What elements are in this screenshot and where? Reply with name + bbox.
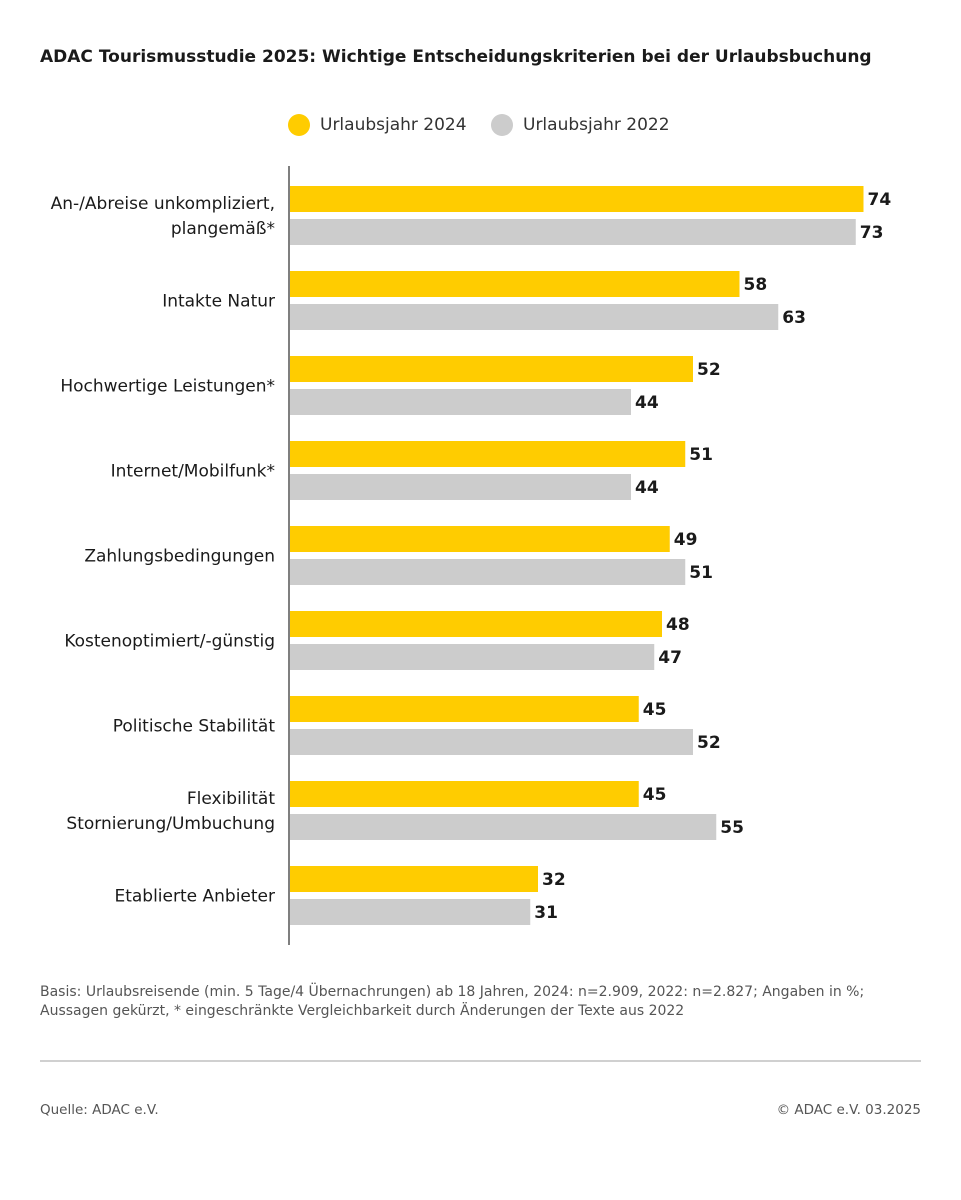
- category-label: Kostenoptimiert/-günstig: [64, 632, 275, 652]
- legend-item-2022: Urlaubsjahr 2022: [491, 114, 670, 136]
- category-label-line: Politische Stabilität: [113, 717, 276, 737]
- divider: [40, 1060, 921, 1062]
- category-label: Zahlungsbedingungen: [84, 547, 275, 567]
- category-label-line: Kostenoptimiert/-günstig: [64, 632, 275, 652]
- footnote: Basis: Urlaubsreisende (min. 5 Tage/4 Üb…: [40, 983, 920, 1021]
- data-label-2022: 44: [635, 478, 659, 498]
- data-label-2024: 49: [674, 530, 698, 550]
- category-label: Politische Stabilität: [113, 717, 276, 737]
- category-label-line: Intakte Natur: [162, 292, 275, 312]
- data-label-2024: 45: [643, 785, 667, 805]
- bar-2022: [290, 219, 856, 245]
- category-label: Etablierte Anbieter: [114, 887, 275, 907]
- category-label-line: Hochwertige Leistungen*: [60, 377, 275, 397]
- category-label-line: Flexibilität: [187, 789, 275, 809]
- bar-2024: [290, 356, 693, 382]
- legend-label-2024: Urlaubsjahr 2024: [320, 115, 467, 135]
- bar-2022: [290, 644, 655, 670]
- category-label: Hochwertige Leistungen*: [60, 377, 275, 397]
- category-label-line: plangemäß*: [171, 219, 275, 239]
- category-label: Intakte Natur: [162, 292, 275, 312]
- legend: Urlaubsjahr 2024 Urlaubsjahr 2022: [0, 114, 961, 140]
- data-label-2024: 48: [666, 615, 690, 635]
- data-label-2022: 52: [697, 733, 721, 753]
- data-label-2022: 55: [720, 818, 744, 838]
- copyright: © ADAC e.V. 03.2025: [776, 1102, 921, 1118]
- data-label-2022: 51: [689, 563, 713, 583]
- bar-2022: [290, 814, 717, 840]
- bar-2024: [290, 696, 639, 722]
- data-label-2022: 44: [635, 393, 659, 413]
- data-label-2024: 74: [868, 190, 892, 210]
- data-label-2022: 63: [782, 308, 806, 328]
- footnote-line-1: Basis: Urlaubsreisende (min. 5 Tage/4 Üb…: [40, 984, 865, 1000]
- legend-item-2024: Urlaubsjahr 2024: [288, 114, 467, 136]
- category-label-line: Etablierte Anbieter: [114, 887, 275, 907]
- legend-swatch-2024: [288, 114, 310, 136]
- category-label-line: Zahlungsbedingungen: [84, 547, 275, 567]
- source: Quelle: ADAC e.V.: [40, 1102, 159, 1118]
- chart-title: ADAC Tourismusstudie 2025: Wichtige Ents…: [40, 47, 872, 67]
- data-label-2024: 58: [744, 275, 768, 295]
- data-label-2022: 31: [534, 903, 558, 923]
- footnote-line-2: Aussagen gekürzt, * eingeschränkte Vergl…: [40, 1003, 685, 1019]
- category-label-line: Stornierung/Umbuchung: [66, 814, 275, 834]
- bar-2024: [290, 186, 864, 212]
- bar-2024: [290, 271, 740, 297]
- data-label-2022: 47: [658, 648, 682, 668]
- bar-2024: [290, 526, 670, 552]
- data-label-2024: 45: [643, 700, 667, 720]
- legend-label-2022: Urlaubsjahr 2022: [523, 115, 670, 135]
- data-label-2024: 51: [689, 445, 713, 465]
- bar-2022: [290, 304, 779, 330]
- category-label-line: An-/Abreise unkompliziert,: [51, 194, 275, 214]
- bar-2022: [290, 559, 686, 585]
- category-label: An-/Abreise unkompliziert, plangemäß*: [51, 194, 275, 239]
- bar-2022: [290, 474, 631, 500]
- bar-2024: [290, 781, 639, 807]
- data-label-2022: 73: [860, 223, 884, 243]
- category-label-line: Internet/Mobilfunk*: [111, 462, 275, 482]
- bar-chart: An-/Abreise unkompliziert, plangemäß* 74 73…: [51, 166, 892, 945]
- data-label-2024: 52: [697, 360, 721, 380]
- category-label: Flexibilität Stornierung/Umbuchung: [66, 789, 275, 834]
- legend-swatch-2022: [491, 114, 513, 136]
- data-label-2024: 32: [542, 870, 566, 890]
- bar-2024: [290, 441, 686, 467]
- bar-2022: [290, 729, 693, 755]
- bar-2024: [290, 611, 662, 637]
- bar-2022: [290, 389, 631, 415]
- category-label: Internet/Mobilfunk*: [111, 462, 275, 482]
- bar-2022: [290, 899, 531, 925]
- bar-2024: [290, 866, 538, 892]
